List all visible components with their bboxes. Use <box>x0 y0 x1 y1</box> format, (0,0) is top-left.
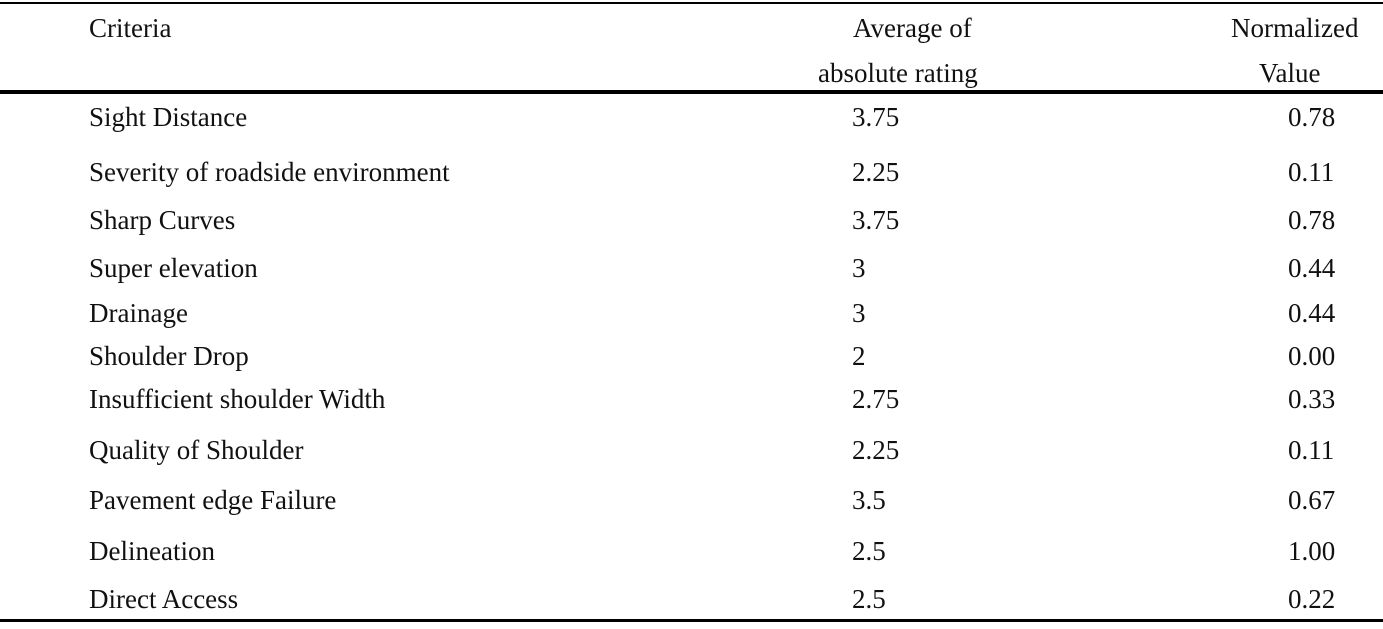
row-criteria: Super elevation <box>89 253 258 283</box>
header-criteria: Criteria <box>89 13 172 43</box>
row-average: 2.25 <box>852 435 900 465</box>
table-bottom-rule <box>0 619 1383 622</box>
table-top-rule <box>0 2 1383 4</box>
row-criteria: Pavement edge Failure <box>89 485 337 515</box>
row-average: 3.5 <box>852 485 886 515</box>
row-criteria: Sharp Curves <box>89 205 236 235</box>
row-normalized: 0.78 <box>1288 102 1336 132</box>
header-normalized-line2: Value <box>1259 58 1321 88</box>
row-criteria: Quality of Shoulder <box>89 435 304 465</box>
row-normalized: 0.00 <box>1288 341 1336 371</box>
row-average: 3.75 <box>852 102 900 132</box>
row-average: 3 <box>852 253 866 283</box>
row-average: 2.75 <box>852 384 900 414</box>
row-normalized: 0.11 <box>1288 435 1335 465</box>
row-average: 2.5 <box>852 584 886 614</box>
header-normalized-line1: Normalized <box>1231 13 1359 43</box>
row-normalized: 0.33 <box>1288 384 1336 414</box>
row-criteria: Drainage <box>89 298 188 328</box>
row-criteria: Sight Distance <box>89 102 248 132</box>
header-average-line1: Average of <box>853 13 972 43</box>
table-header-rule <box>0 90 1383 94</box>
row-average: 2.5 <box>852 536 886 566</box>
row-normalized: 0.67 <box>1288 485 1336 515</box>
row-average: 2.25 <box>852 157 900 187</box>
row-normalized: 0.78 <box>1288 205 1336 235</box>
row-normalized: 0.11 <box>1288 157 1335 187</box>
row-criteria: Delineation <box>89 536 215 566</box>
row-normalized: 0.44 <box>1288 253 1336 283</box>
row-criteria: Direct Access <box>89 584 239 614</box>
row-normalized: 1.00 <box>1288 536 1336 566</box>
row-average: 3 <box>852 298 866 328</box>
header-average-line2: absolute rating <box>818 58 978 88</box>
row-average: 2 <box>852 341 866 371</box>
row-average: 3.75 <box>852 205 900 235</box>
row-normalized: 0.44 <box>1288 298 1336 328</box>
row-criteria: Insufficient shoulder Width <box>89 384 386 414</box>
row-normalized: 0.22 <box>1288 584 1336 614</box>
row-criteria: Severity of roadside environment <box>89 157 450 187</box>
row-criteria: Shoulder Drop <box>89 341 249 371</box>
